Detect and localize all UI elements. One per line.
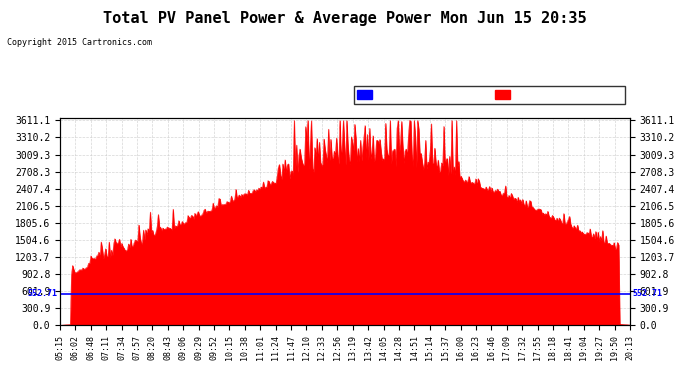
Legend: Average (DC Watts), PV Panels (DC Watts): Average (DC Watts), PV Panels (DC Watts)	[353, 86, 625, 104]
Text: Copyright 2015 Cartronics.com: Copyright 2015 Cartronics.com	[7, 38, 152, 47]
Text: 552.71: 552.71	[27, 290, 57, 298]
Text: 552.71: 552.71	[633, 290, 663, 298]
Text: Total PV Panel Power & Average Power Mon Jun 15 20:35: Total PV Panel Power & Average Power Mon…	[104, 11, 586, 26]
